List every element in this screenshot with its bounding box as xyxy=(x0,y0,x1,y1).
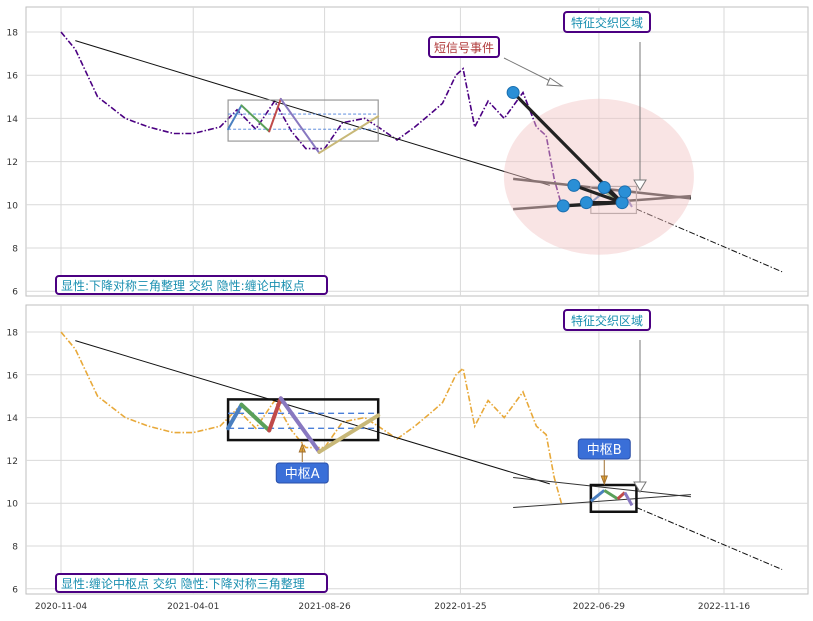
callout-arrow xyxy=(503,57,557,85)
callout-arrow xyxy=(633,42,647,191)
stroke-segment xyxy=(318,115,380,154)
pivot-a-callout xyxy=(275,462,329,484)
y-tick-label: 16 xyxy=(7,371,19,381)
event-marker xyxy=(556,199,570,213)
callout-arrowhead xyxy=(546,77,564,87)
y-tick-label: 18 xyxy=(7,29,19,39)
series-line xyxy=(75,40,550,186)
pivot-a-label: 中枢A xyxy=(285,467,320,482)
stroke-segment xyxy=(616,491,626,501)
event-marker xyxy=(615,196,629,210)
stroke-segment xyxy=(279,97,321,154)
region-callout-label: 特征交织区域 xyxy=(571,313,643,328)
y-tick-label: 12 xyxy=(7,457,18,467)
stroke-segment xyxy=(278,396,322,454)
y-tick-label: 18 xyxy=(7,329,19,339)
footer-label: 显性:下降对称三角整理 交织 隐性:缠论中枢点 xyxy=(61,278,305,293)
y-tick-label: 8 xyxy=(12,245,18,255)
x-tick-label: 2021-08-26 xyxy=(298,602,351,612)
stroke-segment xyxy=(268,97,282,133)
y-tick-label: 16 xyxy=(7,72,19,82)
triangle-line xyxy=(513,477,691,498)
highlight-region xyxy=(503,98,694,255)
y-tick-label: 10 xyxy=(7,201,19,211)
pivot-box-b xyxy=(589,483,638,514)
x-axis: 2020-11-04 2021-04-01 2021-08-26 2022-01-25… xyxy=(35,602,751,612)
y-tick-label: 10 xyxy=(7,500,19,510)
y-tick-label: 8 xyxy=(12,543,18,553)
stroke-segment xyxy=(589,489,606,503)
x-tick-label: 2021-04-01 xyxy=(167,602,219,612)
series-line xyxy=(60,331,563,504)
stroke-segment xyxy=(267,396,283,433)
triangle-line xyxy=(513,494,691,508)
pivot-box-a xyxy=(226,398,380,442)
pivot-box-a xyxy=(227,99,379,142)
footer-label: 显性:缠论中枢点 交织 隐性:下降对称三角整理 xyxy=(61,576,305,591)
plot-area xyxy=(25,6,809,297)
pivot-b-label: 中枢B xyxy=(587,443,622,458)
region-callout-label: 特征交织区域 xyxy=(571,15,643,30)
event-marker xyxy=(506,85,520,99)
stroke-segment xyxy=(226,402,244,431)
stroke-segment xyxy=(317,413,381,454)
callout-arrow xyxy=(633,340,647,493)
stroke-segment xyxy=(590,191,605,204)
y-tick-label: 6 xyxy=(12,288,18,298)
y-tick-label: 12 xyxy=(7,158,18,168)
footer-label-box xyxy=(55,275,328,295)
footer-label-box xyxy=(55,573,328,593)
stroke-segment xyxy=(227,104,243,131)
callout-arrow xyxy=(298,442,306,462)
x-tick-label: 2022-01-25 xyxy=(434,602,486,612)
x-tick-label: 2020-11-04 xyxy=(35,602,88,612)
callout-arrow xyxy=(600,460,608,486)
signal-callout-label: 短信号事件 xyxy=(434,41,494,55)
event-marker xyxy=(579,196,593,210)
pivot-b-callout xyxy=(577,438,631,460)
x-tick-label: 2022-11-16 xyxy=(698,602,751,612)
series-line xyxy=(636,507,783,570)
y-tick-label: 14 xyxy=(7,115,19,125)
stroke-segment xyxy=(623,491,634,507)
y-tick-label: 6 xyxy=(12,585,18,595)
x-tick-label: 2022-06-29 xyxy=(573,602,626,612)
signal-callout xyxy=(428,36,500,58)
y-tick-label: 14 xyxy=(7,414,19,424)
plot-area xyxy=(25,304,809,595)
event-marker xyxy=(567,178,581,192)
region-callout xyxy=(563,309,651,331)
series-line xyxy=(636,208,783,273)
event-marker xyxy=(597,181,611,195)
region-callout xyxy=(563,11,651,33)
event-link xyxy=(573,183,623,205)
stroke-segment xyxy=(603,489,619,501)
stroke-segment xyxy=(240,104,271,133)
stroke-segment xyxy=(239,402,272,433)
series-line xyxy=(75,340,550,485)
series-line xyxy=(60,31,563,206)
event-marker xyxy=(618,185,632,199)
